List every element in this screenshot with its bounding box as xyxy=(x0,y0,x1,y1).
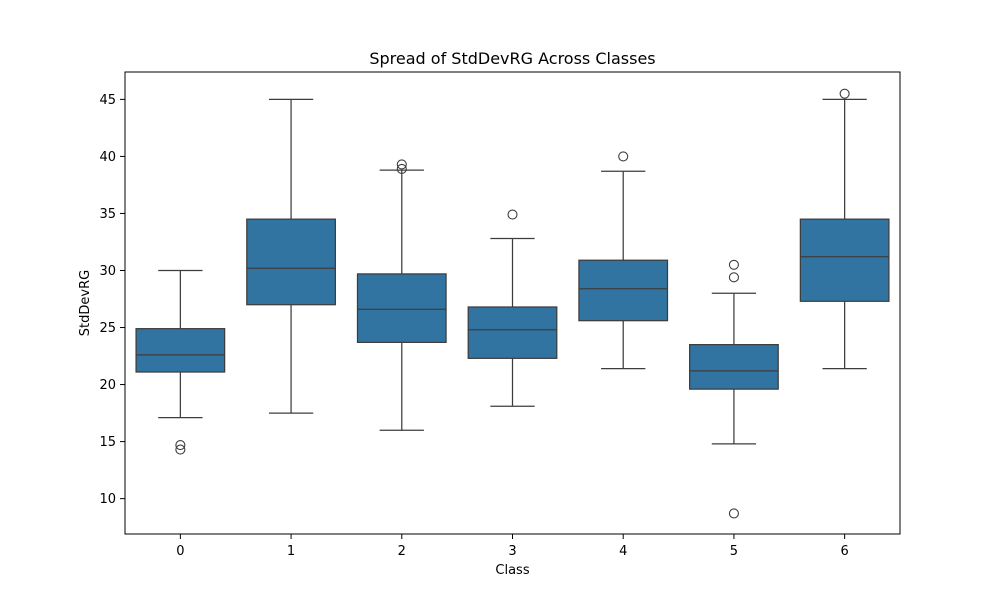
outlier-point xyxy=(175,444,186,455)
iqr-box xyxy=(578,259,669,322)
outlier-point xyxy=(175,439,186,451)
box-group-class-4 xyxy=(578,151,669,370)
iqr-box xyxy=(689,344,779,390)
y-tick-label: 20 xyxy=(99,378,116,393)
x-tick-label: 6 xyxy=(841,544,849,559)
x-axis: 0 1 2 3 4 5 6 xyxy=(176,534,849,559)
x-tick-label: 1 xyxy=(287,544,295,559)
iqr-box xyxy=(135,328,226,373)
iqr-box xyxy=(799,218,890,302)
box-group-class-6 xyxy=(799,88,890,370)
outlier-point xyxy=(728,272,739,283)
x-tick-label: 0 xyxy=(176,544,184,559)
chart-title: Spread of StdDevRG Across Classes xyxy=(369,49,655,68)
y-tick-label: 30 xyxy=(99,264,116,279)
x-tick-label: 5 xyxy=(730,544,738,559)
plot-area xyxy=(135,88,890,519)
y-axis-title: StdDevRG xyxy=(78,270,93,336)
outlier-point xyxy=(396,163,407,175)
box-group-class-1 xyxy=(246,98,336,414)
box-group-class-0 xyxy=(135,269,226,455)
box-group-class-2 xyxy=(356,159,447,431)
outlier-point xyxy=(728,508,739,519)
x-axis-title: Class xyxy=(495,563,529,578)
iqr-box xyxy=(467,306,558,359)
iqr-box xyxy=(356,273,447,343)
outlier-point xyxy=(728,259,739,270)
outlier-point xyxy=(396,159,407,170)
y-tick-label: 45 xyxy=(99,93,116,108)
box-group-class-3 xyxy=(467,209,558,407)
iqr-box xyxy=(246,218,336,306)
y-tick-label: 40 xyxy=(99,150,116,165)
x-tick-label: 3 xyxy=(508,544,516,559)
y-tick-label: 15 xyxy=(99,435,116,450)
y-tick-label: 35 xyxy=(99,207,116,222)
x-tick-label: 2 xyxy=(398,544,406,559)
box-group-class-5 xyxy=(689,259,779,519)
y-tick-label: 10 xyxy=(99,492,116,507)
outlier-point xyxy=(507,209,518,220)
outlier-point xyxy=(839,88,850,99)
y-axis: 10 15 20 25 30 35 40 45 xyxy=(99,93,125,507)
x-tick-label: 4 xyxy=(619,544,627,559)
y-tick-label: 25 xyxy=(99,321,116,336)
outlier-point xyxy=(618,151,629,162)
